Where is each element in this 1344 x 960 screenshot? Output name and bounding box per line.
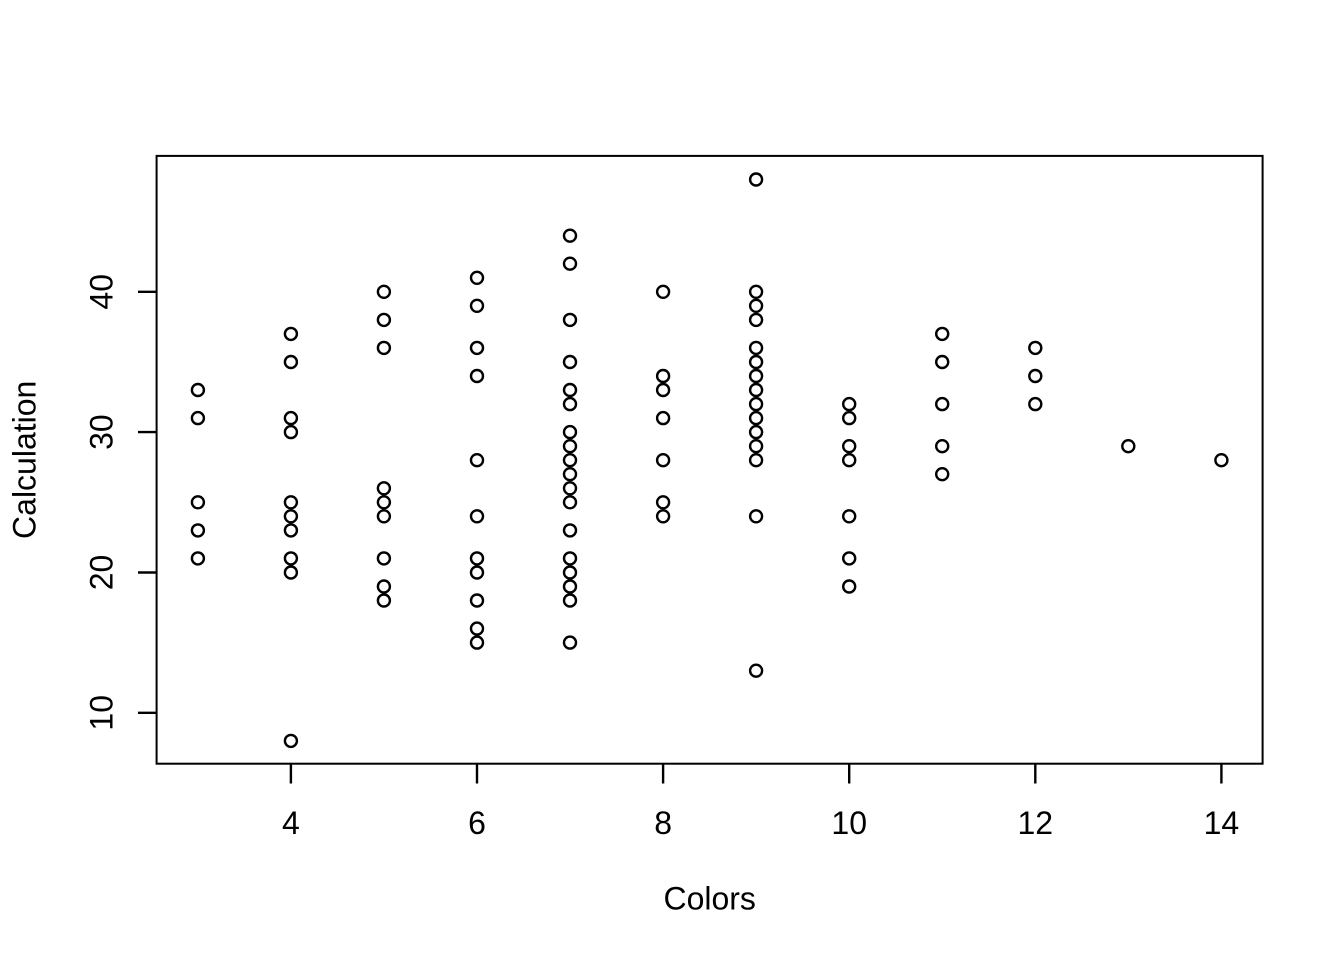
svg-text:Colors: Colors (663, 881, 755, 917)
svg-text:20: 20 (83, 555, 119, 591)
svg-text:6: 6 (468, 805, 486, 841)
svg-text:10: 10 (831, 805, 867, 841)
svg-text:30: 30 (83, 414, 119, 450)
svg-text:4: 4 (282, 805, 300, 841)
svg-text:8: 8 (654, 805, 672, 841)
svg-text:10: 10 (83, 695, 119, 731)
svg-text:14: 14 (1204, 805, 1240, 841)
svg-text:12: 12 (1018, 805, 1054, 841)
svg-text:40: 40 (83, 274, 119, 310)
svg-text:Calculation: Calculation (7, 381, 43, 539)
